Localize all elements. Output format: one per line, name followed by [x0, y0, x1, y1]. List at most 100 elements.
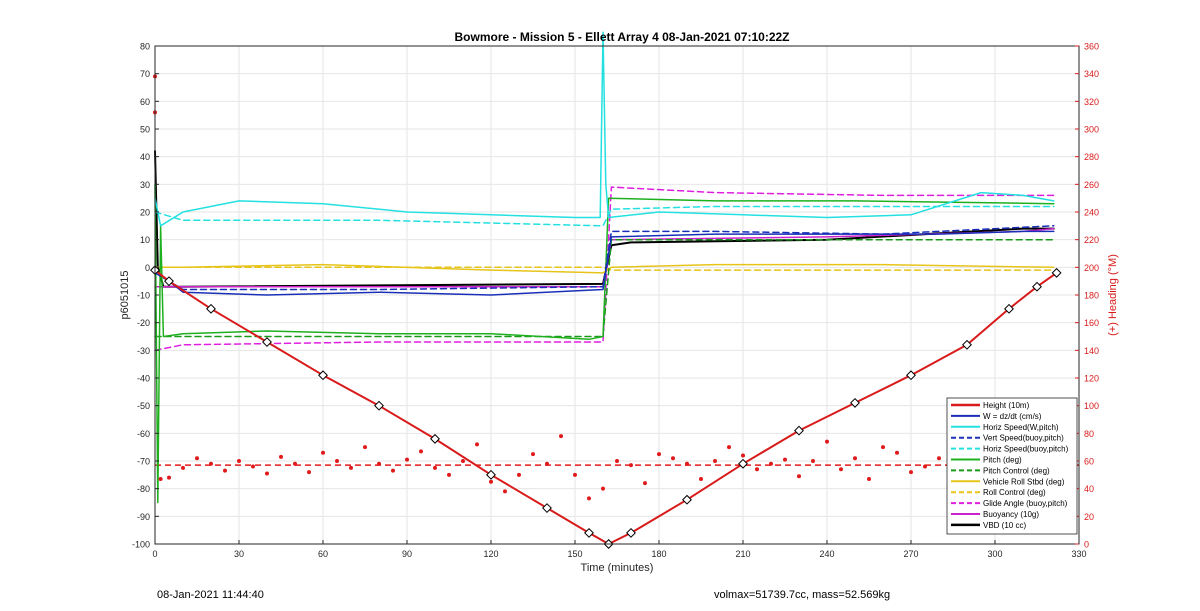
- heading-point: [167, 475, 171, 480]
- heading-point: [573, 472, 577, 477]
- heading-point: [839, 467, 843, 472]
- right-axis-label: (+) Heading (°M): [1107, 254, 1119, 336]
- series-vehicle-roll-stbd-deg: [154, 263, 1055, 274]
- heading-point: [321, 450, 325, 455]
- left-tick-label: 50: [140, 125, 150, 135]
- x-tick-label: 0: [152, 549, 157, 559]
- left-tick-label: 80: [140, 42, 150, 52]
- left-tick-label: 60: [140, 97, 150, 107]
- left-tick-label: -70: [137, 457, 150, 467]
- heading-point: [615, 459, 619, 463]
- heading-point: [699, 476, 703, 481]
- left-tick-label: -80: [137, 484, 150, 494]
- heading-point: [181, 465, 185, 470]
- legend-label: Buoyancy (10g): [983, 510, 1039, 519]
- right-tick-label: 280: [1084, 152, 1099, 162]
- right-tick-label: 80: [1084, 429, 1094, 439]
- height-marker-shape: [626, 527, 636, 538]
- heading-point: [559, 434, 563, 439]
- legend-label: W = dz/dt (cm/s): [983, 412, 1042, 421]
- heading-point: [195, 456, 199, 461]
- legend-label: Pitch Control (deg): [983, 466, 1050, 475]
- heading-point: [475, 442, 479, 447]
- right-tick-label: 120: [1084, 374, 1099, 384]
- height-marker-shape: [682, 494, 692, 505]
- height-marker-shape: [486, 469, 496, 480]
- height-marker-shape: [584, 527, 594, 538]
- height-marker-shape: [962, 339, 972, 350]
- heading-point: [825, 439, 829, 444]
- right-tick-label: 0: [1084, 540, 1089, 550]
- heading-point: [447, 472, 451, 477]
- heading-point: [335, 459, 339, 463]
- right-tick-label: 20: [1084, 512, 1094, 522]
- height-marker-shape: [374, 400, 384, 411]
- x-axis: 0 30 60 90 120 150 180 210 240 270 300 330: [152, 540, 1087, 559]
- right-tick-label: 40: [1084, 484, 1094, 494]
- height-marker: [430, 433, 440, 444]
- left-tick-label: 0: [145, 263, 150, 273]
- left-tick-label: 10: [140, 235, 150, 245]
- height-marker: [1032, 281, 1042, 292]
- height-marker-shape: [1032, 281, 1042, 292]
- heading-point: [629, 463, 633, 468]
- right-tick-label: 180: [1084, 291, 1099, 301]
- legend: Height (10m) W = dz/dt (cm/s) Horiz Speed(…: [946, 397, 1078, 535]
- heading-scatter: [153, 74, 1053, 501]
- heading-point: [223, 468, 227, 473]
- height-marker: [682, 494, 692, 505]
- heading-point: [545, 461, 549, 466]
- right-tick-label: 60: [1084, 457, 1094, 467]
- height-marker-shape: [542, 503, 552, 513]
- heading-point: [601, 486, 605, 491]
- left-tick-label: 30: [140, 180, 150, 190]
- legend-label: Vert Speed(buoy,pitch): [983, 434, 1064, 443]
- right-tick-label: 220: [1084, 235, 1099, 245]
- heading-point: [797, 474, 801, 479]
- heading-point: [363, 445, 367, 450]
- right-axis: 3603403203002802602402202001801601401201…: [1075, 42, 1099, 550]
- height-marker: [850, 397, 860, 408]
- footer-stats: volmax=51739.7cc, mass=52.569kg: [714, 589, 891, 601]
- height-marker: [206, 303, 216, 314]
- heading-point: [158, 476, 163, 481]
- heading-point: [307, 470, 311, 475]
- series-w-dz-dt-cm-s: [154, 230, 1055, 296]
- left-tick-label: -90: [137, 512, 150, 522]
- height-marker: [1004, 303, 1014, 314]
- height-marker-shape: [738, 458, 748, 469]
- height-marker: [164, 276, 174, 287]
- heading-point: [461, 459, 465, 463]
- right-tick-label: 160: [1084, 318, 1099, 328]
- legend-label: Horiz Speed(W,pitch): [983, 423, 1059, 432]
- height-marker: [738, 458, 748, 469]
- x-tick-label: 330: [1071, 549, 1086, 559]
- heading-point: [713, 459, 717, 463]
- x-axis-label: Time (minutes): [581, 562, 654, 574]
- left-tick-label: -20: [137, 318, 150, 328]
- left-tick-label: -100: [132, 540, 150, 550]
- series-pitch-deg: [154, 183, 1055, 504]
- left-tick-label: -50: [137, 401, 150, 411]
- x-tick-label: 90: [402, 549, 412, 559]
- heading-point: [741, 453, 745, 458]
- series-roll-control-deg: [154, 266, 1055, 271]
- heading-point: [349, 465, 353, 470]
- height-marker: [262, 337, 272, 347]
- x-tick-label: 30: [234, 549, 244, 559]
- series-layer: [154, 31, 1079, 545]
- left-tick-label: 40: [140, 152, 150, 162]
- heading-point: [685, 461, 689, 466]
- heading-point: [923, 464, 927, 469]
- heading-point: [937, 456, 941, 461]
- legend-label: Glide Angle (buoy,pitch): [983, 499, 1068, 508]
- x-tick-label: 120: [483, 549, 498, 559]
- height-marker: [626, 527, 636, 538]
- x-tick-label: 240: [819, 549, 834, 559]
- heading-point: [405, 457, 409, 462]
- heading-point: [867, 476, 871, 481]
- heading-point: [293, 461, 297, 466]
- legend-label: Pitch (deg): [983, 456, 1022, 465]
- x-tick-label: 180: [651, 549, 666, 559]
- height-marker: [486, 469, 496, 480]
